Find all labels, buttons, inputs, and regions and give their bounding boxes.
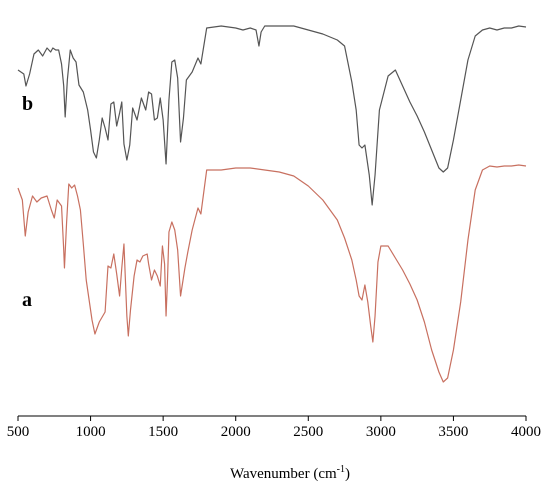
x-tick-label: 500 (7, 424, 30, 440)
x-axis-ticks: 500 1000 1500 2000 2500 3000 3500 4000 (7, 416, 541, 440)
x-tick-label: 2500 (293, 424, 323, 440)
x-tick-label: 3000 (366, 424, 396, 440)
spectrum-line-b (17, 25, 527, 206)
x-tick-label: 1000 (76, 424, 106, 440)
x-axis-label-superscript: -1 (337, 464, 345, 475)
plot-area: ba (17, 25, 527, 383)
x-tick-label: 1500 (148, 424, 178, 440)
x-tick-label: 4000 (511, 424, 541, 440)
x-tick-label: 3500 (438, 424, 468, 440)
x-axis-label-main: Wavenumber (cm (230, 466, 337, 482)
x-axis-label: Wavenumber (cm-1) (230, 464, 350, 482)
x-axis-label-end: ) (345, 466, 350, 482)
spectrum-line-a (17, 164, 527, 383)
series-label-b: b (22, 93, 33, 115)
x-tick-label: 2000 (221, 424, 251, 440)
series-label-a: a (22, 289, 32, 311)
